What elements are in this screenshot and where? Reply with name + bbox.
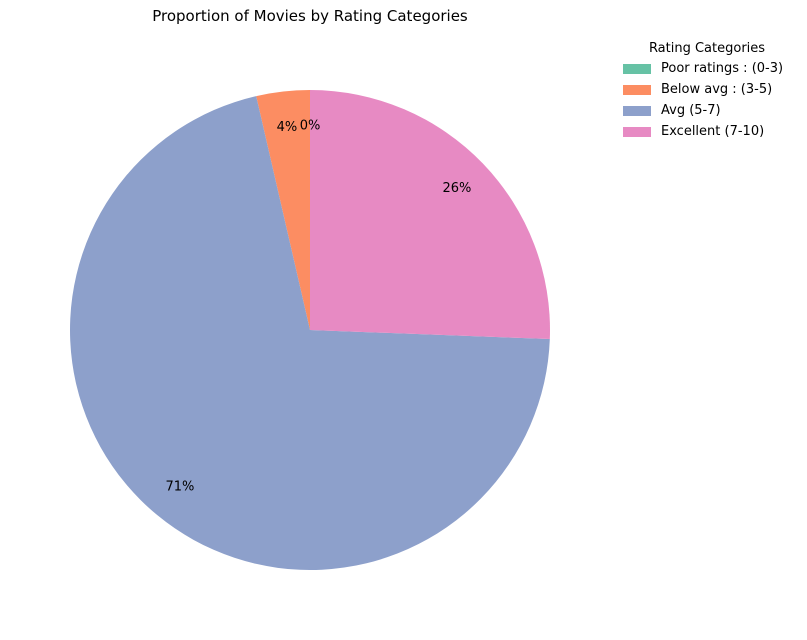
pie-slice [70,96,550,570]
legend-item: Below avg : (3-5) [616,79,798,100]
legend: Rating Categories Poor ratings : (0-3) Be… [616,40,798,142]
legend-label: Excellent (7-10) [661,124,765,139]
slice-percent-label: 4% [277,120,298,135]
legend-label: Avg (5-7) [661,103,721,118]
pie-slices [70,90,550,570]
pie-percent-labels: 0%4% 71% 26% [166,119,472,495]
legend-swatch [623,84,651,95]
slice-percent-label: 0% [300,119,321,134]
slice-percent-label: 26% [442,181,471,196]
slice-percent-label: 71% [166,480,195,495]
legend-item: Avg (5-7) [616,100,798,121]
pie-slice [310,90,550,340]
legend-swatch [623,63,651,74]
legend-title: Rating Categories [648,41,766,56]
chart-title: Proportion of Movies by Rating Categorie… [152,7,468,25]
legend-item: Excellent (7-10) [616,121,798,142]
legend-swatch [623,126,651,137]
legend-item: Poor ratings : (0-3) [616,58,798,79]
legend-label: Below avg : (3-5) [661,82,773,97]
legend-label: Poor ratings : (0-3) [661,61,784,76]
pie-slice [256,90,310,330]
legend-items: Poor ratings : (0-3) Below avg : (3-5) Avg… [616,58,798,142]
legend-swatch [623,105,651,116]
